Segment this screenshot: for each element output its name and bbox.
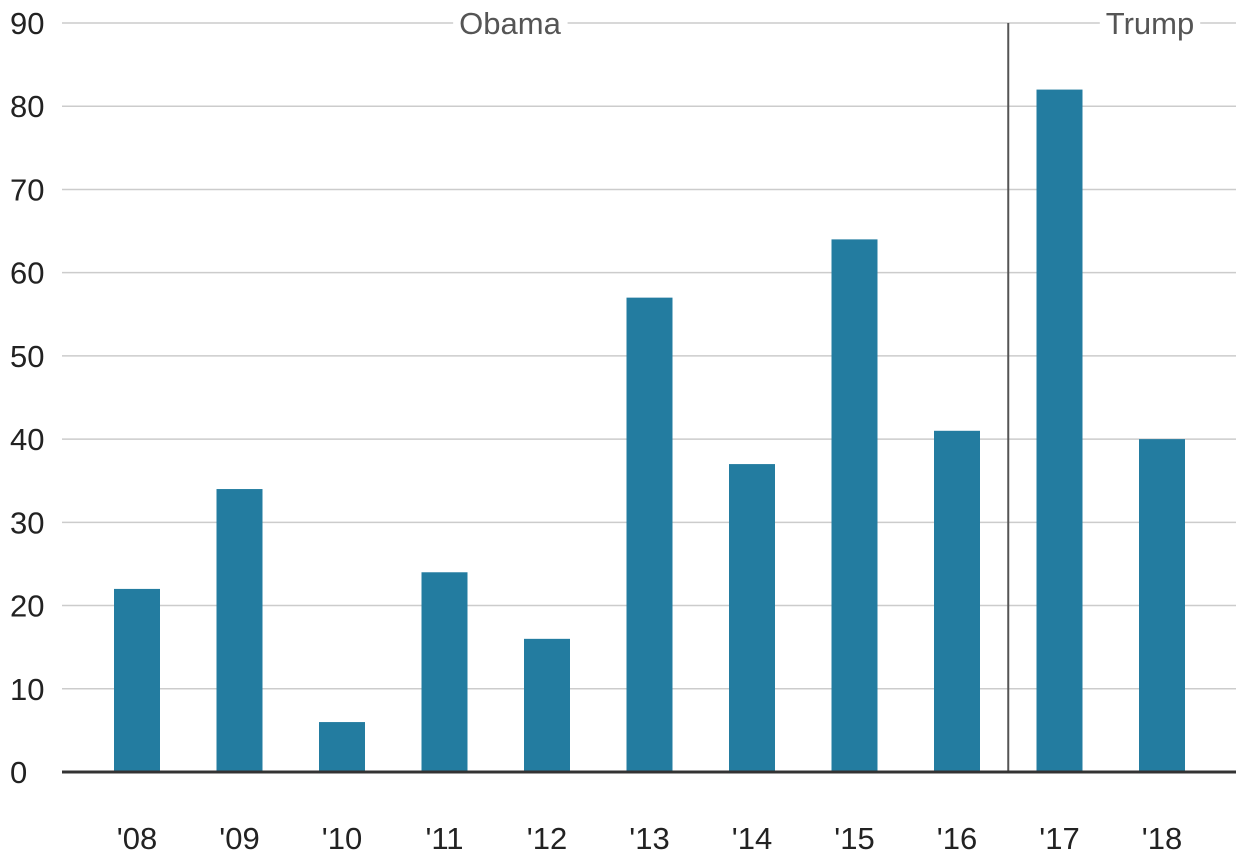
x-tick-label: '14 — [732, 821, 772, 855]
y-tick-label: 20 — [10, 589, 44, 624]
y-tick-label: 90 — [10, 6, 44, 41]
period-label-trump: Trump — [1106, 6, 1194, 41]
bar-10 — [319, 722, 365, 772]
period-label-background — [1099, 6, 1201, 41]
y-tick-label: 10 — [10, 672, 44, 707]
y-tick-label: 70 — [10, 172, 44, 207]
bar-12 — [524, 638, 570, 772]
bar-08 — [114, 588, 160, 772]
bar-14 — [729, 464, 775, 772]
x-tick-label: '10 — [322, 821, 362, 855]
bar-09 — [216, 489, 263, 772]
x-tick-label: '16 — [937, 821, 977, 855]
x-tick-label: '12 — [527, 821, 567, 855]
period-label-background — [453, 6, 568, 41]
bar-13 — [626, 297, 673, 772]
x-tick-label: '15 — [834, 821, 874, 855]
bar-17 — [1036, 89, 1083, 773]
bar-15 — [831, 239, 878, 772]
bar-16 — [934, 430, 980, 772]
x-tick-label: '13 — [629, 821, 669, 855]
x-tick-label: '18 — [1142, 821, 1182, 855]
bar-18 — [1139, 439, 1185, 772]
x-tick-label: '17 — [1039, 821, 1079, 855]
x-tick-label: '08 — [117, 821, 157, 855]
period-label-obama: Obama — [459, 6, 561, 41]
y-tick-label: 0 — [10, 755, 27, 790]
y-tick-label: 30 — [10, 505, 44, 540]
x-tick-label: '11 — [425, 821, 463, 855]
y-tick-label: 60 — [10, 256, 44, 291]
y-tick-label: 40 — [10, 422, 44, 457]
y-tick-label: 50 — [10, 339, 44, 374]
bar-11 — [421, 572, 468, 772]
y-tick-label: 80 — [10, 89, 44, 124]
x-tick-label: '09 — [219, 821, 259, 855]
